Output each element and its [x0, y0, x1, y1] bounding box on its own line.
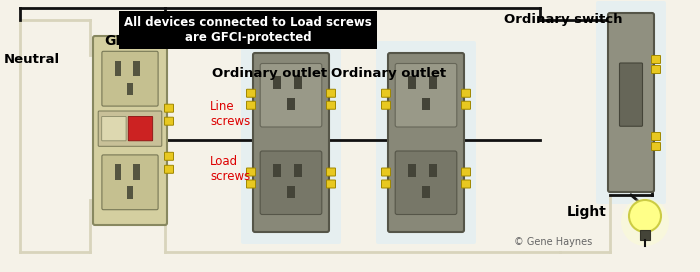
- Text: Ordinary switch: Ordinary switch: [504, 13, 622, 26]
- Text: Ordinary outlet: Ordinary outlet: [212, 67, 327, 80]
- Bar: [115, 61, 122, 76]
- FancyBboxPatch shape: [382, 89, 391, 97]
- FancyBboxPatch shape: [461, 168, 470, 176]
- Text: Load
screws: Load screws: [210, 155, 251, 183]
- FancyBboxPatch shape: [382, 180, 391, 188]
- Text: Ordinary outlet: Ordinary outlet: [331, 67, 446, 80]
- FancyBboxPatch shape: [102, 155, 158, 210]
- FancyBboxPatch shape: [164, 165, 174, 173]
- FancyBboxPatch shape: [102, 116, 126, 141]
- Circle shape: [621, 198, 669, 246]
- Bar: [407, 164, 416, 177]
- Text: © Gene Haynes: © Gene Haynes: [514, 237, 593, 247]
- Bar: [272, 164, 281, 177]
- Text: Line
screws: Line screws: [210, 100, 251, 128]
- FancyBboxPatch shape: [395, 151, 457, 215]
- Bar: [407, 76, 416, 89]
- FancyBboxPatch shape: [260, 151, 322, 215]
- FancyBboxPatch shape: [241, 41, 341, 244]
- FancyBboxPatch shape: [102, 51, 158, 106]
- FancyBboxPatch shape: [376, 41, 476, 244]
- FancyBboxPatch shape: [652, 55, 661, 63]
- FancyBboxPatch shape: [93, 36, 167, 225]
- FancyBboxPatch shape: [246, 89, 256, 97]
- FancyBboxPatch shape: [652, 132, 661, 141]
- FancyBboxPatch shape: [253, 53, 329, 232]
- FancyBboxPatch shape: [382, 101, 391, 109]
- FancyBboxPatch shape: [652, 66, 661, 73]
- FancyBboxPatch shape: [164, 104, 174, 112]
- Bar: [294, 164, 302, 177]
- Bar: [287, 98, 295, 110]
- Bar: [127, 186, 133, 199]
- Circle shape: [629, 200, 661, 232]
- Text: Neutral: Neutral: [4, 53, 60, 66]
- FancyBboxPatch shape: [395, 63, 457, 127]
- FancyBboxPatch shape: [246, 180, 256, 188]
- FancyBboxPatch shape: [608, 13, 654, 192]
- FancyBboxPatch shape: [326, 168, 335, 176]
- FancyBboxPatch shape: [260, 63, 322, 127]
- FancyBboxPatch shape: [326, 180, 335, 188]
- FancyBboxPatch shape: [461, 89, 470, 97]
- FancyBboxPatch shape: [652, 143, 661, 150]
- FancyBboxPatch shape: [596, 1, 666, 204]
- FancyBboxPatch shape: [164, 152, 174, 160]
- FancyBboxPatch shape: [326, 101, 335, 109]
- FancyBboxPatch shape: [98, 111, 162, 146]
- FancyBboxPatch shape: [326, 89, 335, 97]
- FancyBboxPatch shape: [461, 180, 470, 188]
- Bar: [422, 98, 430, 110]
- FancyBboxPatch shape: [461, 101, 470, 109]
- FancyBboxPatch shape: [164, 117, 174, 125]
- Bar: [422, 186, 430, 197]
- Text: All devices connected to Load screws
are GFCI-protected: All devices connected to Load screws are…: [124, 16, 372, 44]
- FancyBboxPatch shape: [128, 116, 153, 141]
- Bar: [133, 164, 139, 180]
- Text: GFCI: GFCI: [104, 34, 141, 48]
- Bar: [294, 76, 302, 89]
- FancyBboxPatch shape: [382, 168, 391, 176]
- Bar: [287, 186, 295, 197]
- Bar: [127, 83, 133, 95]
- Text: Light: Light: [567, 205, 607, 219]
- FancyBboxPatch shape: [246, 168, 256, 176]
- Bar: [115, 164, 122, 180]
- Bar: [429, 76, 437, 89]
- FancyBboxPatch shape: [246, 101, 256, 109]
- Bar: [640, 230, 650, 240]
- Bar: [429, 164, 437, 177]
- Bar: [133, 61, 139, 76]
- Bar: [272, 76, 281, 89]
- FancyBboxPatch shape: [620, 63, 643, 126]
- FancyBboxPatch shape: [388, 53, 464, 232]
